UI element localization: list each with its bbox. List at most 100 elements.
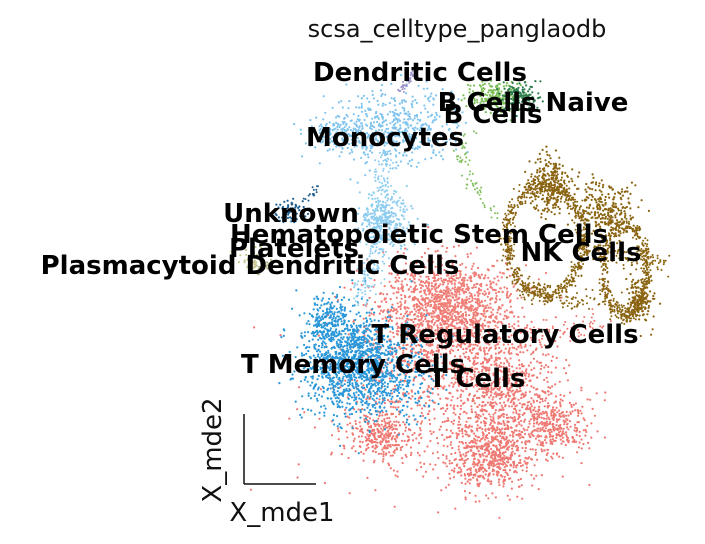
- scatter-point-514: [490, 311, 493, 314]
- scatter-point-2670: [389, 445, 392, 448]
- scatter-point-1271: [476, 356, 479, 359]
- scatter-point-187: [389, 350, 392, 353]
- scatter-point-4588: [341, 405, 344, 408]
- scatter-point-4814: [298, 314, 301, 317]
- scatter-point-2024: [496, 474, 499, 477]
- scatter-point-748: [442, 298, 446, 301]
- scatter-point-2795: [486, 295, 489, 298]
- scatter-point-3151: [430, 312, 433, 315]
- scatter-point-3052: [396, 302, 399, 305]
- scatter-point-2498: [590, 422, 593, 425]
- scatter-point-375: [419, 286, 423, 290]
- scatter-point-3565: [389, 405, 392, 408]
- scatter-point-2421: [540, 420, 543, 424]
- scatter-point-4937: [339, 392, 342, 395]
- scatter-point-4657: [368, 311, 371, 314]
- scatter-point-3190: [494, 301, 497, 304]
- scatter-point-799: [458, 368, 461, 371]
- scatter-point-1441: [515, 348, 518, 351]
- scatter-point-2812: [445, 297, 448, 300]
- scatter-point-942: [467, 336, 470, 339]
- scatter-point-3531: [465, 420, 468, 423]
- scatter-point-1040: [523, 429, 526, 432]
- scatter-point-2480: [545, 397, 548, 400]
- scatter-point-2127: [471, 430, 474, 433]
- scatter-point-3374: [253, 326, 256, 329]
- scatter-point-1129: [538, 341, 542, 344]
- scatter-point-3486: [481, 410, 484, 413]
- scatter-point-2745: [404, 429, 407, 432]
- scatter-point-1870: [492, 473, 495, 476]
- scatter-point-1982: [509, 434, 512, 437]
- scatter-point-2356: [571, 436, 575, 439]
- scatter-point-2300: [536, 427, 539, 430]
- scatter-point-2499: [530, 418, 533, 421]
- scatter-point-4699: [365, 320, 368, 324]
- scatter-point-3814: [543, 366, 546, 369]
- scatter-point-1372: [500, 404, 503, 407]
- scatter-point-356: [461, 298, 464, 301]
- scatter-point-2893: [445, 307, 449, 310]
- scatter-point-624: [386, 398, 390, 402]
- scatter-point-2031: [506, 446, 509, 449]
- scatter-point-1529: [508, 323, 511, 326]
- scatter-point-66: [392, 307, 395, 310]
- scatter-point-2673: [371, 445, 374, 449]
- scatter-point-768: [459, 319, 462, 322]
- scatter-point-2335: [555, 420, 559, 423]
- scatter-point-2004: [505, 456, 508, 459]
- scatter-point-878: [349, 288, 352, 291]
- scatter-point-3005: [421, 304, 424, 307]
- scatter-point-221: [501, 332, 504, 335]
- scatter-point-648: [512, 285, 515, 288]
- scatter-point-1302: [524, 370, 528, 373]
- scatter-point-3438: [472, 399, 475, 402]
- scatter-point-1524: [520, 396, 523, 399]
- scatter-point-715: [498, 340, 501, 343]
- scatter-point-488: [492, 372, 495, 375]
- scatter-point-2949: [409, 311, 412, 314]
- scatter-point-1293: [503, 401, 506, 404]
- scatter-point-4514: [308, 323, 311, 326]
- scatter-point-2882: [436, 316, 439, 319]
- scatter-point-1663: [487, 467, 490, 470]
- scatter-point-3562: [391, 401, 394, 404]
- scatter-point-2149: [481, 431, 485, 434]
- scatter-point-3634: [448, 459, 451, 462]
- scatter-point-446: [472, 369, 475, 372]
- scatter-point-996: [504, 373, 507, 377]
- scatter-point-4776: [345, 406, 348, 409]
- scatter-point-2849: [495, 315, 498, 318]
- scatter-point-1281: [540, 364, 543, 367]
- scatter-point-3086: [460, 284, 463, 288]
- scatter-point-239: [439, 273, 442, 276]
- scatter-point-2006: [545, 453, 548, 456]
- scatter-point-1244: [511, 343, 514, 346]
- scatter-point-734: [437, 314, 440, 317]
- scatter-point-3835: [431, 292, 434, 295]
- scatter-point-2208: [591, 407, 594, 410]
- scatter-point-622: [418, 338, 421, 341]
- scatter-point-1446: [507, 416, 510, 419]
- scatter-point-3646: [348, 492, 351, 495]
- scatter-point-2229: [589, 398, 592, 401]
- scatter-point-2117: [497, 448, 500, 451]
- scatter-point-798: [426, 334, 429, 338]
- scatter-point-2660: [381, 437, 384, 440]
- scatter-point-3108: [489, 306, 492, 309]
- scatter-point-1000: [492, 319, 495, 322]
- scatter-point-1679: [464, 477, 467, 480]
- scatter-point-2184: [494, 496, 497, 499]
- scatter-point-4357: [355, 339, 358, 342]
- scatter-point-3964: [332, 413, 335, 417]
- scatter-point-2650: [373, 436, 376, 439]
- scatter-point-1593: [496, 388, 499, 391]
- scatter-point-2851: [431, 285, 434, 288]
- scatter-point-686: [486, 268, 489, 271]
- scatter-point-2807: [459, 276, 462, 279]
- scatter-point-931: [533, 406, 536, 409]
- scatter-point-4049: [364, 420, 367, 424]
- scatter-point-1067: [437, 393, 440, 396]
- scatter-point-3978: [332, 338, 335, 341]
- scatter-point-1272: [500, 390, 503, 393]
